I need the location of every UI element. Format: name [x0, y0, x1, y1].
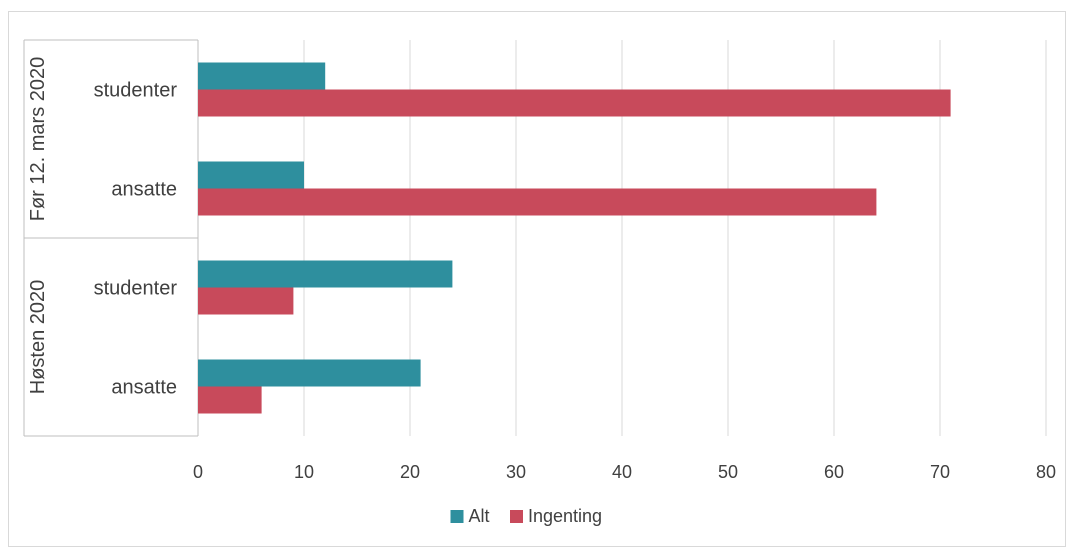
x-axis-ticks: 0 10 20 30 40 50 60 70 80: [193, 462, 1056, 482]
x-tick-label-70: 70: [930, 462, 950, 482]
x-tick-label-80: 80: [1036, 462, 1056, 482]
legend-label-alt: Alt: [469, 506, 490, 526]
x-tick-label-20: 20: [400, 462, 420, 482]
legend-swatch-alt: [450, 510, 464, 523]
x-tick-label-40: 40: [612, 462, 632, 482]
bar-alt-2: [198, 260, 453, 288]
bar-ingenting-1: [198, 188, 877, 216]
category-label-studenter: studenter: [94, 278, 178, 300]
bar-ingenting-2: [198, 287, 294, 315]
bar-alt-0: [198, 62, 326, 90]
x-tick-label-10: 10: [294, 462, 314, 482]
x-tick-label-30: 30: [506, 462, 526, 482]
category-label-ansatte: ansatte: [111, 179, 177, 201]
legend: Alt Ingenting: [450, 506, 602, 526]
legend-swatch-ingenting: [510, 510, 523, 523]
category-label-studenter: studenter: [94, 80, 178, 102]
x-tick-label-60: 60: [824, 462, 844, 482]
x-tick-label-0: 0: [193, 462, 203, 482]
bar-alt-3: [198, 359, 421, 387]
bar-ingenting-3: [198, 386, 262, 414]
bar-alt-1: [198, 161, 304, 189]
category-label-ansatte: ansatte: [111, 377, 177, 399]
x-tick-label-50: 50: [718, 462, 738, 482]
legend-label-ingenting: Ingenting: [528, 506, 602, 526]
bar-layer: [198, 62, 951, 414]
group-label-0: Før 12. mars 2020: [27, 57, 49, 222]
bar-ingenting-0: [198, 89, 951, 117]
group-label-1: Høsten 2020: [27, 280, 49, 395]
